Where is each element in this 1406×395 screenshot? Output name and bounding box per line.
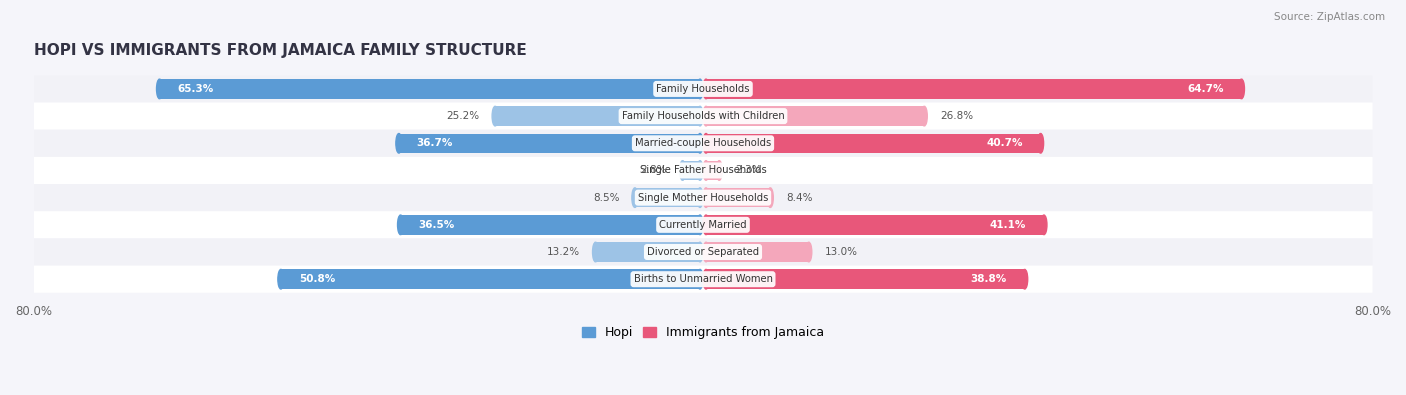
Circle shape [631,188,638,207]
Bar [399,134,700,153]
Text: 2.8%: 2.8% [641,166,666,175]
Text: 13.0%: 13.0% [824,247,858,257]
Bar [636,188,700,207]
Bar [706,134,1040,153]
Text: 26.8%: 26.8% [939,111,973,121]
Circle shape [768,188,773,207]
Circle shape [716,161,723,180]
Text: 64.7%: 64.7% [1187,84,1223,94]
FancyBboxPatch shape [34,130,1372,157]
Text: 36.5%: 36.5% [419,220,454,230]
Circle shape [697,188,703,207]
Circle shape [703,269,709,289]
Circle shape [703,134,709,153]
FancyBboxPatch shape [34,265,1372,293]
Text: 13.2%: 13.2% [547,247,581,257]
Circle shape [492,106,498,126]
Circle shape [697,134,703,153]
Circle shape [1022,269,1028,289]
Text: 36.7%: 36.7% [416,138,453,148]
Circle shape [1040,215,1047,235]
Bar [682,161,700,180]
Text: 2.3%: 2.3% [735,166,761,175]
FancyBboxPatch shape [34,103,1372,130]
Circle shape [697,242,703,262]
Text: Family Households with Children: Family Households with Children [621,111,785,121]
Text: 50.8%: 50.8% [299,274,335,284]
Legend: Hopi, Immigrants from Jamaica: Hopi, Immigrants from Jamaica [578,321,828,344]
FancyBboxPatch shape [34,239,1372,265]
Circle shape [703,106,709,126]
Bar [596,242,700,262]
Circle shape [703,161,709,180]
Circle shape [703,79,709,99]
Text: 40.7%: 40.7% [986,138,1022,148]
Circle shape [1038,134,1043,153]
Text: 38.8%: 38.8% [970,274,1007,284]
Circle shape [592,242,599,262]
Bar [706,106,924,126]
Circle shape [703,188,709,207]
Bar [706,161,720,180]
Circle shape [398,215,404,235]
Circle shape [703,242,709,262]
Text: 65.3%: 65.3% [177,84,214,94]
Circle shape [697,161,703,180]
Circle shape [156,79,163,99]
Text: 8.4%: 8.4% [786,193,813,203]
Circle shape [396,134,402,153]
Circle shape [703,215,709,235]
Bar [706,79,1241,99]
Bar [706,242,808,262]
FancyBboxPatch shape [34,157,1372,184]
Text: 8.5%: 8.5% [593,193,619,203]
Bar [159,79,700,99]
Circle shape [697,79,703,99]
Bar [706,269,1025,289]
Text: Family Households: Family Households [657,84,749,94]
Bar [401,215,700,235]
Text: Births to Unmarried Women: Births to Unmarried Women [634,274,772,284]
Text: Married-couple Households: Married-couple Households [636,138,770,148]
Circle shape [1239,79,1244,99]
Circle shape [697,215,703,235]
Text: 25.2%: 25.2% [447,111,479,121]
Text: Source: ZipAtlas.com: Source: ZipAtlas.com [1274,12,1385,22]
Circle shape [806,242,811,262]
Text: Single Father Households: Single Father Households [640,166,766,175]
Bar [706,188,770,207]
Bar [495,106,700,126]
FancyBboxPatch shape [34,75,1372,103]
Text: Divorced or Separated: Divorced or Separated [647,247,759,257]
Circle shape [921,106,928,126]
FancyBboxPatch shape [34,184,1372,211]
Text: 41.1%: 41.1% [990,220,1026,230]
Bar [706,215,1043,235]
Bar [281,269,700,289]
Circle shape [679,161,686,180]
FancyBboxPatch shape [34,211,1372,239]
Circle shape [278,269,284,289]
Circle shape [697,106,703,126]
Text: Single Mother Households: Single Mother Households [638,193,768,203]
Text: Currently Married: Currently Married [659,220,747,230]
Circle shape [697,269,703,289]
Text: HOPI VS IMMIGRANTS FROM JAMAICA FAMILY STRUCTURE: HOPI VS IMMIGRANTS FROM JAMAICA FAMILY S… [34,43,526,58]
